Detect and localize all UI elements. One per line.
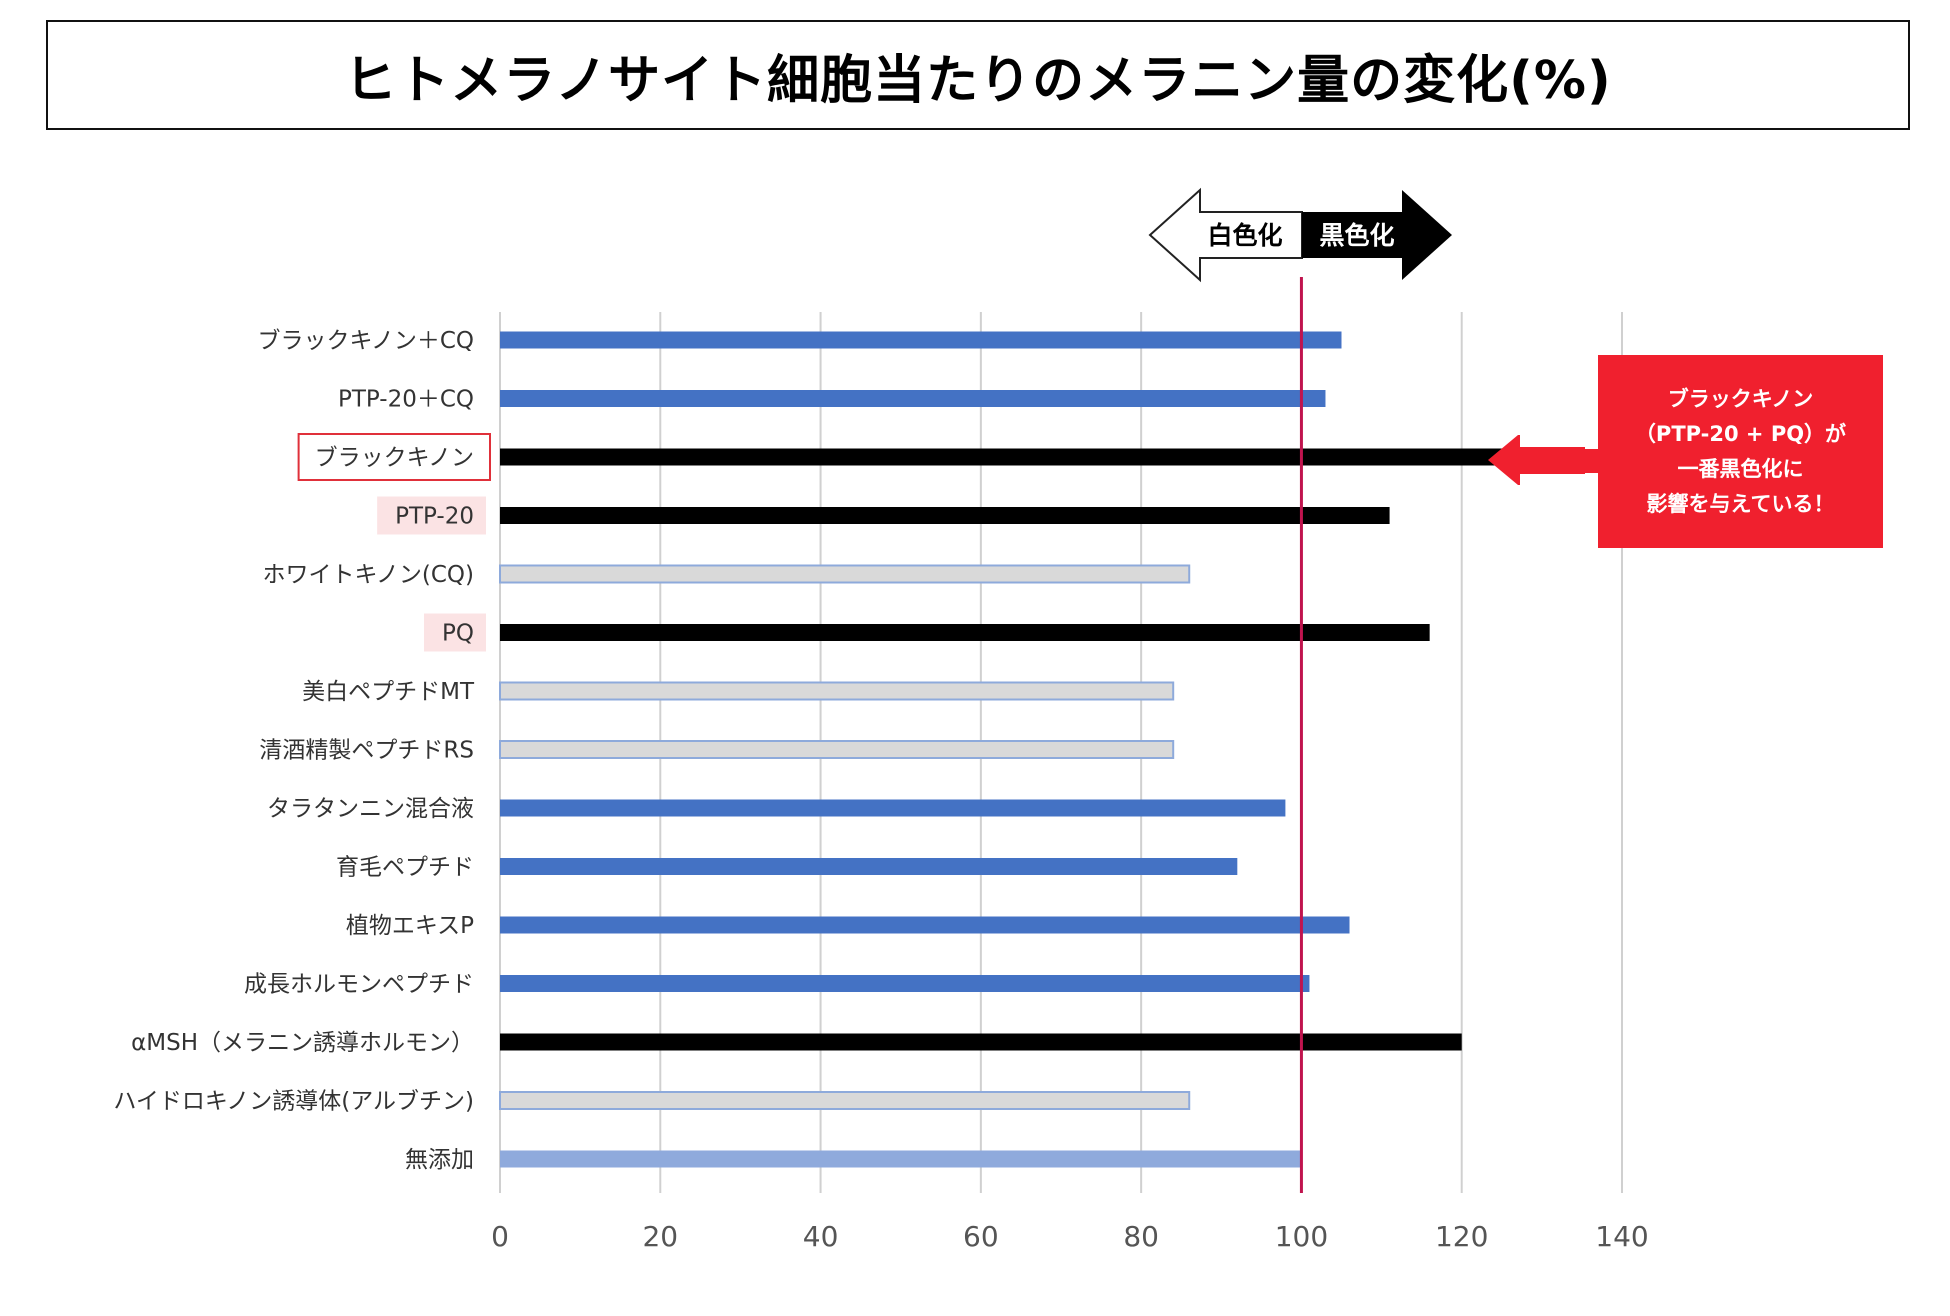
category-label: 育毛ペプチド <box>336 855 474 881</box>
callout-line: 影響を与えている！ <box>1646 491 1835 516</box>
chart-title-box: ヒトメラノサイト細胞当たりのメラニン量の変化(%) <box>46 20 1910 130</box>
whitening-arrow-icon <box>1148 187 1303 283</box>
category-label: αMSH（メラニン誘導ホルモン） <box>131 1030 474 1056</box>
category-label: PTP-20＋CQ <box>338 387 474 413</box>
category-label: PQ <box>442 621 474 647</box>
darkening-arrow-icon <box>1302 190 1452 280</box>
bar <box>500 975 1310 992</box>
darkening-label: 黒色化 <box>1319 221 1394 250</box>
callout-box: ブラックキノン （PTP-20 + PQ）が 一番黒色化に 影響を与えている！ <box>1598 355 1883 548</box>
callout-arrowhead-icon <box>1488 435 1520 485</box>
direction-arrows: 白色化 黒色化 <box>1148 187 1452 283</box>
bar <box>500 390 1326 407</box>
bar <box>499 740 1175 759</box>
bar <box>500 858 1238 875</box>
x-tick-label: 120 <box>1435 1220 1488 1253</box>
bar <box>500 1150 1302 1168</box>
category-label: ホワイトキノン(CQ) <box>263 562 475 588</box>
category-label: 美白ペプチドMT <box>302 679 475 705</box>
bar <box>500 799 1286 817</box>
bar <box>500 331 1342 349</box>
x-tick-label: 100 <box>1275 1220 1328 1253</box>
x-tick-label: 20 <box>642 1220 678 1253</box>
category-label: PTP-20 <box>395 504 474 530</box>
x-tick-label: 0 <box>491 1220 509 1253</box>
bar <box>499 564 1191 584</box>
bar <box>500 1033 1462 1051</box>
callout-line: （PTP-20 + PQ）が <box>1634 421 1847 446</box>
callout-line: 一番黒色化に <box>1677 456 1804 481</box>
callout-line: ブラックキノン <box>1667 386 1814 411</box>
bar <box>500 916 1350 934</box>
callout-arrow-shaft <box>1518 449 1600 473</box>
highlight-shade <box>424 613 486 652</box>
x-tick-label: 40 <box>803 1220 839 1253</box>
x-axis-ticks: 0 20 40 60 80 100 120 140 <box>491 1220 1649 1253</box>
bar <box>499 1091 1191 1110</box>
bar <box>500 507 1390 524</box>
category-label: ハイドロキノン誘導体(アルブチン) <box>113 1089 474 1115</box>
callout-arrow-group <box>1488 435 1600 485</box>
category-label: ブラックキノン＋CQ <box>257 328 474 354</box>
category-label: ブラックキノン <box>315 445 474 471</box>
category-label: 植物エキスP <box>346 913 474 939</box>
highlight-box <box>297 433 491 481</box>
x-tick-label: 80 <box>1123 1220 1159 1253</box>
bar <box>499 681 1175 701</box>
whitening-label: 白色化 <box>1207 221 1282 250</box>
category-label: 成長ホルモンペプチド <box>244 972 474 998</box>
category-label: 清酒精製ペプチドRS <box>259 738 474 764</box>
category-labels: ブラックキノン＋CQ PTP-20＋CQ ブラックキノン PTP-20 ホワイトキノン(… <box>113 328 491 1173</box>
x-tick-label: 140 <box>1595 1220 1648 1253</box>
category-label: 無添加 <box>405 1147 474 1173</box>
category-label: タラタンニン混合液 <box>267 796 474 822</box>
chart-title: ヒトメラノサイト細胞当たりのメラニン量の変化(%) <box>344 50 1612 111</box>
highlight-shade <box>377 496 486 535</box>
x-tick-label: 60 <box>963 1220 999 1253</box>
bar <box>500 448 1510 466</box>
bar <box>500 624 1430 641</box>
bars <box>499 331 1510 1168</box>
